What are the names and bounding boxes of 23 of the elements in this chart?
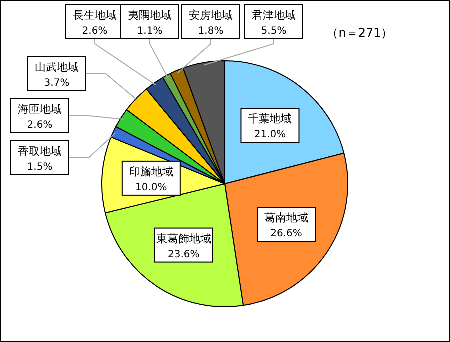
- slice-label: 山武地域: [35, 61, 79, 74]
- data-label: 2.6%: [82, 26, 108, 37]
- data-label: 23.6%: [168, 249, 200, 260]
- slice-label: 東葛飾地域: [156, 232, 212, 246]
- slice-label: 印旛地域: [129, 165, 174, 178]
- data-label: 2.6%: [27, 120, 53, 131]
- slice-label: 千葉地域: [248, 112, 292, 126]
- data-label: 5.5%: [261, 26, 287, 37]
- data-label: 10.0%: [136, 182, 168, 194]
- slice-label: 夷隅地域: [128, 9, 172, 22]
- data-label: 21.0%: [254, 130, 286, 141]
- slice-label: 海匝地域: [18, 103, 62, 116]
- data-label: 1.1%: [137, 26, 163, 37]
- slice-label: 安房地域: [189, 9, 233, 22]
- slice-label: 長生地域: [73, 9, 117, 22]
- slice-label: 葛南地域: [264, 212, 309, 225]
- data-label: 1.8%: [198, 26, 224, 37]
- slice-label: 君津地域: [252, 9, 296, 22]
- data-label: 1.5%: [27, 162, 53, 173]
- data-label: 3.7%: [44, 78, 70, 89]
- slice-label: 香取地域: [18, 145, 62, 158]
- data-label: 26.6%: [270, 228, 302, 240]
- text: （n＝271）: [326, 26, 394, 40]
